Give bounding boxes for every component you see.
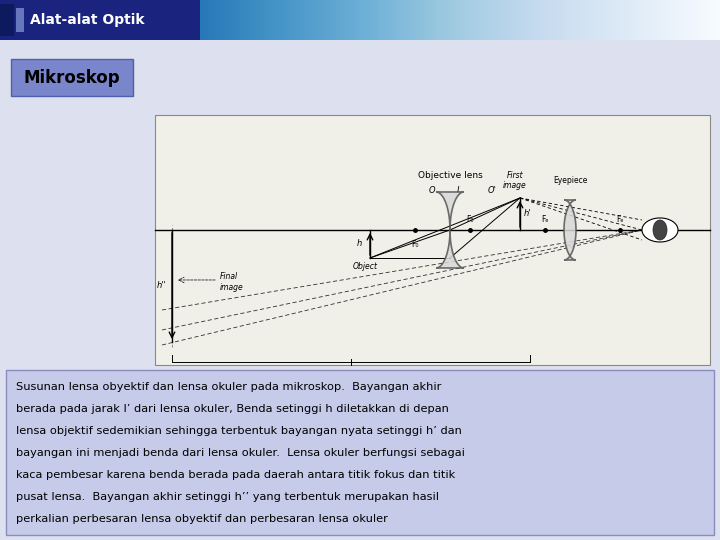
- Bar: [155, 115, 710, 365]
- Bar: [16, 8, 24, 32]
- Bar: [0, 0, 200, 40]
- Text: O': O': [487, 186, 496, 195]
- Text: h': h': [524, 210, 531, 219]
- Text: Fₑ: Fₑ: [616, 215, 624, 224]
- Text: Fₑ: Fₑ: [541, 215, 549, 224]
- Text: Susunan lensa obyektif dan lensa okuler pada mikroskop.  Bayangan akhir: Susunan lensa obyektif dan lensa okuler …: [16, 382, 441, 392]
- Text: Mikroskop: Mikroskop: [24, 69, 120, 87]
- Polygon shape: [642, 218, 678, 242]
- Bar: [6, 370, 714, 535]
- Text: lensa objektif sedemikian sehingga terbentuk bayangan nyata setinggi h’ dan: lensa objektif sedemikian sehingga terbe…: [16, 426, 462, 436]
- Text: F₀: F₀: [467, 215, 474, 224]
- Text: berada pada jarak l’ dari lensa okuler, Benda setinggi h diletakkan di depan: berada pada jarak l’ dari lensa okuler, …: [16, 404, 449, 414]
- Polygon shape: [436, 192, 464, 268]
- Polygon shape: [564, 200, 576, 260]
- Text: kaca pembesar karena benda berada pada daerah antara titik fokus dan titik: kaca pembesar karena benda berada pada d…: [16, 470, 455, 480]
- Text: Objective lens: Objective lens: [418, 171, 482, 180]
- Ellipse shape: [653, 220, 667, 240]
- Text: h'': h'': [156, 281, 166, 291]
- Text: Final
image: Final image: [220, 272, 244, 292]
- Text: I: I: [456, 186, 459, 195]
- Text: perkalian perbesaran lensa obyektif dan perbesaran lensa okuler: perkalian perbesaran lensa obyektif dan …: [16, 514, 388, 524]
- Text: pusat lensa.  Bayangan akhir setinggi h’’ yang terbentuk merupakan hasil: pusat lensa. Bayangan akhir setinggi h’’…: [16, 492, 439, 502]
- Text: bayangan ini menjadi benda dari lensa okuler.  Lensa okuler berfungsi sebagai: bayangan ini menjadi benda dari lensa ok…: [16, 448, 465, 458]
- FancyBboxPatch shape: [11, 59, 133, 96]
- Text: Object: Object: [353, 262, 377, 271]
- Text: First
image: First image: [503, 171, 527, 190]
- Text: h: h: [356, 239, 362, 248]
- Text: F₀: F₀: [411, 240, 419, 249]
- Bar: [0, 4, 14, 36]
- Text: O: O: [428, 186, 436, 195]
- Text: Alat-alat Optik: Alat-alat Optik: [30, 13, 145, 27]
- Text: Eyepiece: Eyepiece: [553, 176, 588, 185]
